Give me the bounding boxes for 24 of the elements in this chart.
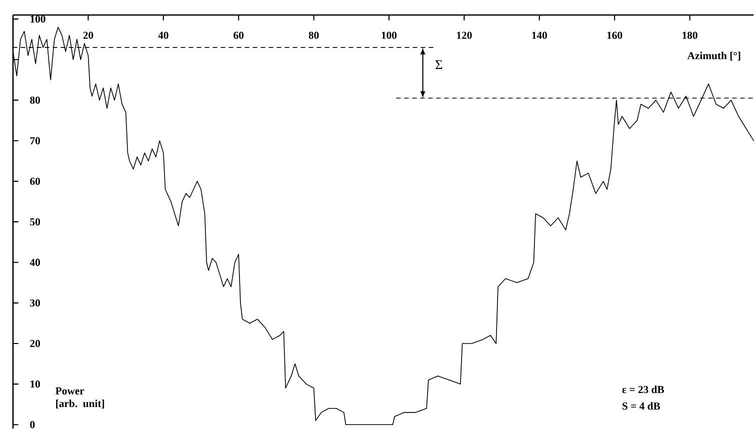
x-tick-label: 180 [682,32,698,39]
x-tick-label: 140 [532,32,547,39]
x-tick-label: 60 [234,32,244,39]
y-tick-label: 60 [30,178,40,185]
x-tick-label: 80 [308,32,319,39]
y-tick-label: 70 [30,137,40,144]
y-axis-title: Power [arb. unit] [56,387,104,408]
y-tick-label: 100 [30,15,46,23]
annotation: Σ [436,60,442,70]
y-tick-label: 50 [30,218,40,226]
x-tick-label: 120 [457,32,472,39]
y-tick-label: 10 [30,380,40,388]
x-tick-label: 160 [607,32,622,39]
x-tick-label: 40 [158,32,168,39]
y-tick-label: 20 [30,340,40,348]
y-tick-label: 30 [30,299,40,307]
y-tick-label: 40 [30,258,40,266]
annotation: ε = 23 dB [622,386,664,394]
y-tick-label: 80 [30,96,40,104]
annotation: S = 4 dB [622,402,660,410]
y-tick-label: 0 [30,421,35,428]
x-tick-label: 20 [83,32,94,39]
x-tick-label: 100 [382,32,397,39]
x-axis-title: Azimuth [°] [687,52,740,61]
